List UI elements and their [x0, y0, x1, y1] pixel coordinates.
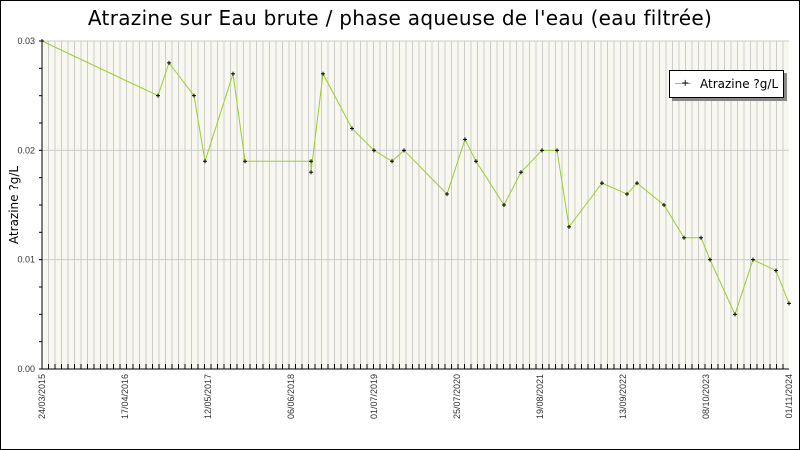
y-tick-label: 0.00	[17, 364, 35, 374]
data-point-marker	[350, 126, 354, 131]
data-markers	[40, 39, 791, 317]
data-point-marker	[699, 235, 703, 240]
y-tick-label: 0.02	[17, 145, 35, 155]
data-point-marker	[243, 159, 247, 164]
x-tick-label: 24/03/2015	[37, 374, 47, 419]
data-point-marker	[231, 71, 235, 76]
data-point-marker	[40, 39, 44, 43]
data-point-marker	[540, 148, 544, 153]
data-point-marker	[309, 159, 313, 164]
x-tick-label: 01/11/2024	[784, 374, 794, 418]
data-point-marker	[662, 203, 666, 207]
y-tick-label: 0.01	[17, 255, 35, 265]
legend: + Atrazine ?g/L	[669, 70, 784, 98]
data-point-marker	[751, 257, 755, 262]
y-axis-label: Atrazine ?g/L	[7, 166, 21, 244]
legend-label: Atrazine ?g/L	[700, 77, 779, 91]
horizontal-grid	[42, 149, 789, 261]
data-point-marker	[600, 181, 604, 186]
chart-title: Atrazine sur Eau brute / phase aqueuse d…	[87, 6, 713, 30]
x-tick-label: 17/04/2016	[120, 374, 130, 419]
data-point-marker	[474, 159, 478, 164]
data-point-marker	[555, 148, 559, 153]
data-point-marker	[321, 71, 325, 76]
y-tick-label: 0.03	[17, 36, 35, 46]
data-point-marker	[774, 268, 778, 273]
data-point-marker	[390, 159, 394, 164]
data-point-marker	[567, 224, 571, 229]
data-point-marker	[625, 192, 629, 197]
data-point-marker	[463, 137, 467, 142]
data-point-marker	[167, 60, 171, 65]
data-point-marker	[372, 148, 376, 153]
data-point-marker	[682, 235, 686, 240]
x-axis-ticks: 24/03/2015 17/04/2016 12/05/2017 06/06/2018…	[37, 364, 794, 419]
x-tick-label: 06/06/2018	[286, 374, 296, 419]
y-axis-ticks: 0.00 0.01 0.02 0.03	[17, 36, 42, 374]
data-point-marker	[192, 93, 196, 98]
data-point-marker	[635, 181, 639, 186]
data-point-marker	[708, 257, 712, 262]
data-point-marker	[309, 170, 313, 175]
x-tick-label: 08/10/2023	[701, 374, 711, 419]
data-point-marker	[787, 301, 791, 306]
x-tick-label: 25/07/2020	[452, 374, 462, 419]
data-point-marker	[156, 93, 160, 98]
data-point-marker	[519, 170, 523, 175]
x-tick-label: 01/07/2019	[369, 374, 379, 419]
data-point-marker	[733, 312, 737, 317]
x-tick-label: 12/05/2017	[203, 374, 213, 419]
x-tick-label: 19/08/2021	[535, 374, 545, 419]
legend-line-marker-icon: +	[675, 79, 691, 89]
data-point-marker	[445, 192, 449, 197]
x-tick-label: 13/09/2022	[618, 374, 628, 419]
data-point-marker	[203, 159, 207, 164]
data-point-marker	[402, 148, 406, 153]
data-point-marker	[502, 203, 506, 207]
